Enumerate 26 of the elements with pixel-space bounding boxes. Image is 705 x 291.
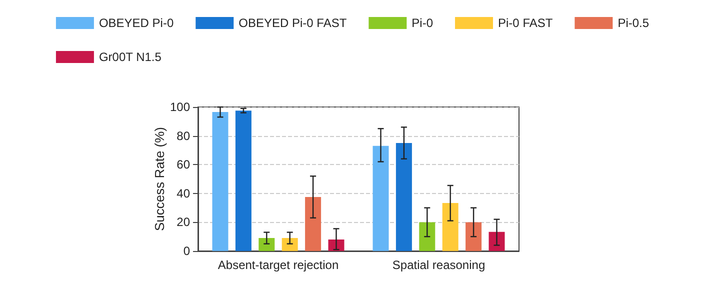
bar [396, 143, 412, 251]
legend-label: OBEYED Pi-0 FAST [238, 16, 348, 30]
y-tick-label: 80 [176, 128, 190, 143]
y-tick-label: 60 [176, 158, 190, 172]
x-tick-label: Absent-target rejection [218, 258, 339, 272]
x-tick-label: Spatial reasoning [392, 258, 486, 272]
y-tick-label: 100 [170, 100, 190, 114]
bar [235, 110, 252, 251]
bar [282, 238, 298, 251]
legend-label: Gr00T N1.5 [98, 50, 162, 64]
legend-label: Pi-0.5 [618, 16, 650, 30]
bar [305, 197, 322, 251]
y-tick-label: 20 [176, 215, 190, 230]
y-axis-title: Success Rate (%) [152, 126, 167, 232]
bar [419, 222, 436, 251]
y-tick-label: 40 [176, 186, 190, 200]
legend-label: Pi-0 FAST [498, 16, 554, 30]
y-tick-label: 0 [183, 244, 190, 258]
bar [488, 232, 505, 251]
bar [372, 146, 389, 251]
bar [212, 112, 228, 251]
legend-label: OBEYED Pi-0 [98, 16, 174, 30]
bar [442, 203, 458, 251]
bar [258, 238, 275, 251]
bar [466, 222, 482, 251]
legend-label: Pi-0 [412, 16, 434, 30]
